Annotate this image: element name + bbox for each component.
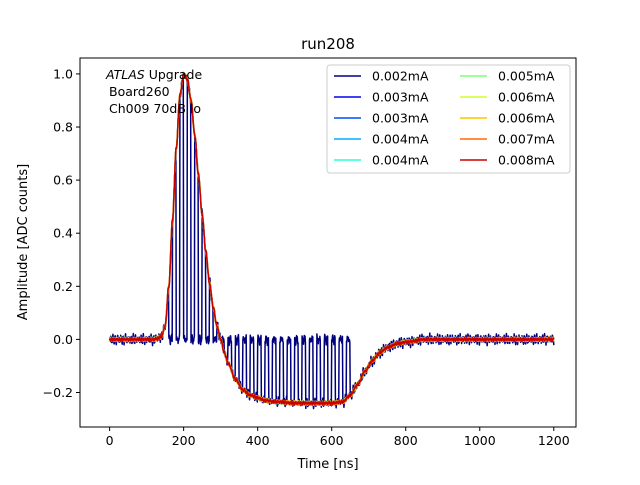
plot-area [79,57,577,428]
legend-label: 0.003mA [372,111,429,126]
y-tick-label: 0.6 [53,173,73,188]
y-axis-ticks: −0.2 0.0 0.2 0.4 0.6 0.8 1.0 [43,66,80,400]
y-tick-label: 0.0 [53,332,73,347]
annotation-line-3: Ch009 70dB lo [109,101,201,116]
x-tick-label: 600 [320,433,344,448]
y-tick-label: 0.8 [53,120,73,135]
axes-frame [79,57,577,428]
annotation-line-2: Board260 [109,84,170,99]
y-tick-label: −0.2 [43,385,73,400]
x-tick-label: 1200 [538,433,570,448]
x-tick-label: 0 [106,433,114,448]
annotation-line-1: ATLAS Upgrade [105,67,202,82]
legend: 0.002mA 0.003mA 0.003mA 0.004mA 0.004mA 0.005… [326,64,571,174]
legend-label: 0.005mA [498,69,555,84]
x-axis-label: Time [ns] [296,457,358,472]
legend-label: 0.008mA [498,153,555,168]
x-tick-label: 800 [394,433,418,448]
legend-items: 0.002mA 0.003mA 0.003mA 0.004mA 0.004mA 0.005… [334,69,555,168]
x-tick-label: 200 [172,433,196,448]
annotation-upgrade: Upgrade [145,67,203,82]
legend-box [326,64,571,174]
legend-label: 0.002mA [372,69,429,84]
x-tick-label: 400 [246,433,270,448]
legend-label: 0.007mA [498,132,555,147]
y-tick-label: 0.4 [53,226,73,241]
atlas-annotation: ATLAS Upgrade Board260 Ch009 70dB lo [105,67,202,116]
legend-label: 0.006mA [498,90,555,105]
legend-label: 0.003mA [372,90,429,105]
x-tick-label: 1000 [464,433,496,448]
legend-label: 0.006mA [498,111,555,126]
x-axis-ticks: 0 200 400 600 800 1000 1200 [106,427,570,448]
series-line [108,72,555,407]
y-tick-label: 0.2 [53,279,73,294]
chart-title: run208 [301,35,355,53]
legend-label: 0.004mA [372,153,429,168]
annotation-atlas: ATLAS [105,67,145,82]
y-tick-label: 1.0 [53,66,73,81]
legend-label: 0.004mA [372,132,429,147]
series-layer [108,71,555,410]
y-axis-label: Amplitude [ADC counts] [16,164,31,320]
